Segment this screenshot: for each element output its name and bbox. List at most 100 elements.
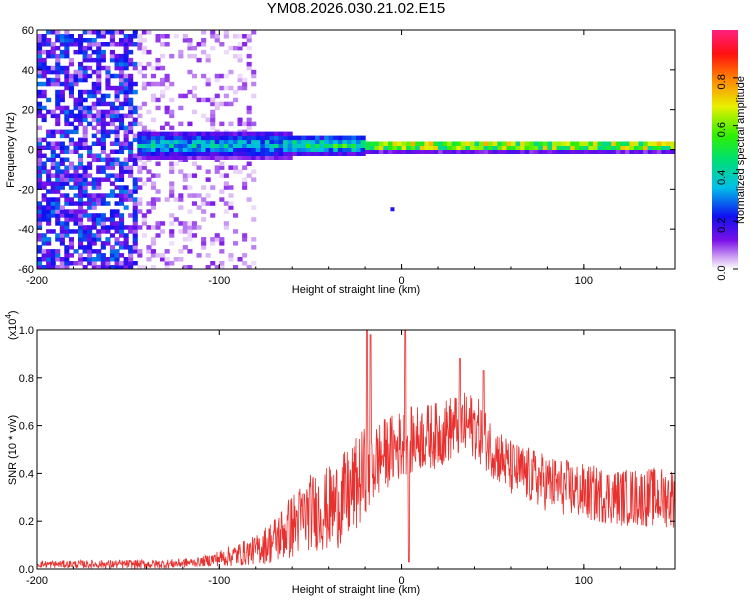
heatmap-cell (242, 233, 248, 238)
heatmap-cell (260, 131, 266, 137)
heatmap-cell (119, 229, 125, 234)
heatmap-cell (82, 245, 88, 250)
heatmap-cell (78, 213, 84, 218)
heatmap-cell (114, 61, 120, 67)
heatmap-cell (219, 131, 225, 137)
heatmap-cell (182, 38, 188, 43)
heatmap-cell (128, 145, 134, 150)
heatmap-cell (228, 201, 234, 206)
heatmap-cell (91, 69, 97, 75)
heatmap-cell (492, 141, 498, 146)
heatmap-cell (346, 143, 352, 148)
heatmap-cell (278, 143, 284, 148)
heatmap-cell (365, 149, 371, 154)
heatmap-cell (401, 145, 407, 150)
heatmap-cell (82, 137, 88, 143)
heatmap-cell (123, 65, 129, 71)
heatmap-cell (37, 38, 43, 43)
heatmap-cell (210, 139, 216, 144)
heatmap-cell (128, 34, 134, 39)
heatmap-cell (41, 69, 47, 75)
heatmap-cell (100, 49, 106, 55)
heatmap-cell (87, 217, 93, 222)
heatmap-cell (196, 57, 202, 63)
heatmap-cell (55, 117, 61, 123)
heatmap-cell (164, 85, 170, 91)
heatmap-cell (105, 77, 111, 83)
heatmap-cell (114, 89, 120, 95)
heatmap-cell (160, 151, 166, 156)
heatmap-cell (91, 177, 97, 182)
heatmap-cell (383, 149, 389, 154)
heatmap-cell (342, 151, 348, 156)
heatmap-cell (87, 181, 93, 186)
heatmap-cell (647, 145, 653, 150)
heatmap-cell (46, 141, 52, 146)
heatmap-cell (515, 145, 521, 150)
heatmap-cell (105, 157, 111, 162)
heatmap-cell (242, 135, 248, 141)
heatmap-cell (223, 181, 229, 186)
heatmap-cell (196, 147, 202, 152)
heatmap-cell (100, 125, 106, 131)
heatmap-cell (37, 89, 43, 95)
heatmap-cell (164, 257, 170, 262)
heatmap-cell (460, 141, 466, 146)
heatmap-cell (68, 89, 74, 95)
heatmap-cell (155, 81, 161, 87)
heatmap-cell (37, 65, 43, 71)
heatmap-cell (665, 145, 671, 150)
heatmap-cell (105, 261, 111, 266)
heatmap-cell (219, 147, 225, 152)
heatmap-cell (223, 225, 229, 230)
heatmap-cell (41, 185, 47, 190)
heatmap-cell (169, 125, 175, 131)
heatmap-cell (119, 65, 125, 71)
heatmap-cell (78, 61, 84, 67)
heatmap-cell (565, 145, 571, 150)
heatmap-cell (123, 185, 129, 190)
heatmap-cell (50, 81, 56, 87)
spectrogram-xlabel: Height of straight line (km) (292, 284, 420, 296)
heatmap-cell (602, 145, 608, 150)
heatmap-cell (59, 221, 65, 226)
x-tick-label: 100 (575, 575, 593, 587)
heatmap-cell (269, 139, 275, 144)
heatmap-cell (119, 245, 125, 250)
heatmap-cell (91, 113, 97, 119)
heatmap-cell (233, 97, 239, 103)
heatmap-cell (561, 145, 567, 150)
heatmap-cell (114, 141, 120, 146)
heatmap-cell (50, 257, 56, 262)
heatmap-cell (374, 141, 380, 146)
heatmap-cell (137, 155, 143, 160)
heatmap-cell (55, 161, 61, 166)
heatmap-cell (246, 125, 252, 131)
heatmap-cell (64, 73, 70, 79)
heatmap-cell (128, 225, 134, 230)
heatmap-cell (123, 157, 129, 162)
heatmap-cell (64, 197, 70, 202)
heatmap-cell (82, 53, 88, 59)
heatmap-cell (214, 105, 220, 111)
heatmap-cell (469, 141, 475, 146)
heatmap-cell (228, 205, 234, 210)
heatmap-cell (96, 85, 102, 91)
heatmap-cell (141, 38, 147, 43)
heatmap-cell (46, 253, 52, 258)
heatmap-cell (278, 147, 284, 152)
heatmap-cell (433, 149, 439, 154)
heatmap-cell (96, 233, 102, 238)
heatmap-cell (59, 173, 65, 178)
heatmap-cell (119, 85, 125, 91)
heatmap-cell (137, 265, 143, 269)
y-tick-label: 60 (22, 25, 34, 37)
heatmap-cell (68, 201, 74, 206)
heatmap-cell (415, 141, 421, 146)
heatmap-cell (46, 81, 52, 87)
heatmap-cell (201, 237, 207, 242)
heatmap-cell (100, 217, 106, 222)
heatmap-cell (59, 241, 65, 246)
heatmap-cell (210, 147, 216, 152)
heatmap-cell (87, 205, 93, 210)
